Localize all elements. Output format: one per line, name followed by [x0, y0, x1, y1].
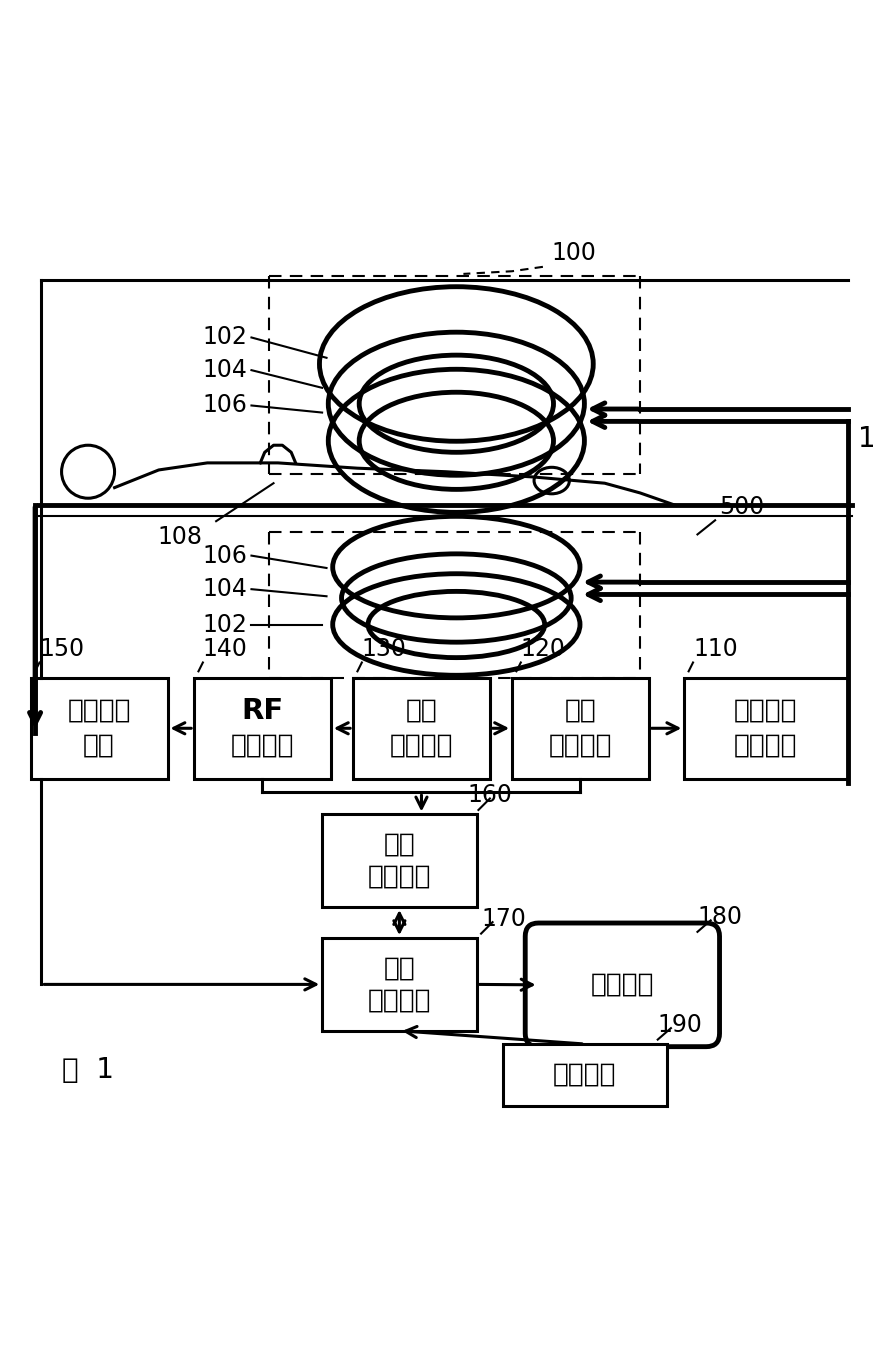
Text: 150: 150: [39, 637, 85, 661]
Text: 102: 102: [202, 325, 247, 350]
Text: 处理部分: 处理部分: [367, 988, 431, 1014]
Text: 驱动部分: 驱动部分: [548, 733, 612, 759]
Text: 130: 130: [362, 637, 406, 661]
FancyBboxPatch shape: [525, 923, 719, 1046]
Text: 500: 500: [719, 495, 764, 519]
Text: 102: 102: [202, 612, 247, 637]
Text: 操作部分: 操作部分: [552, 1062, 617, 1088]
Text: 104: 104: [202, 577, 247, 602]
Text: 190: 190: [658, 1014, 702, 1037]
Text: RF: RF: [241, 696, 283, 725]
Text: 110: 110: [692, 637, 738, 661]
Text: 驱动部分: 驱动部分: [231, 733, 294, 759]
Text: 数据: 数据: [383, 955, 415, 981]
Bar: [322, 938, 477, 1031]
Bar: [322, 814, 477, 906]
Text: 部分: 部分: [83, 733, 115, 759]
Text: 140: 140: [203, 637, 248, 661]
Text: 显示部分: 显示部分: [591, 972, 654, 997]
Text: 160: 160: [468, 783, 512, 808]
Text: 170: 170: [481, 906, 526, 931]
Text: 106: 106: [202, 543, 247, 568]
Bar: [353, 678, 490, 779]
Text: 控制部分: 控制部分: [367, 863, 431, 890]
Bar: [511, 678, 649, 779]
Text: 108: 108: [158, 524, 203, 549]
Bar: [503, 1043, 666, 1106]
Text: 104: 104: [202, 358, 247, 382]
Bar: [683, 678, 847, 779]
Text: 图  1: 图 1: [61, 1056, 113, 1084]
Bar: [30, 678, 168, 779]
Text: 序列: 序列: [383, 832, 415, 858]
Text: 调节部分: 调节部分: [733, 733, 797, 759]
Text: 梯度: 梯度: [405, 698, 437, 724]
Text: 100: 100: [552, 241, 596, 266]
Text: 120: 120: [520, 637, 566, 661]
Bar: [194, 678, 331, 779]
Text: 电流比率: 电流比率: [733, 698, 797, 724]
Text: 1: 1: [858, 425, 875, 453]
Text: 数据收集: 数据收集: [68, 698, 131, 724]
Text: 180: 180: [697, 905, 742, 930]
Text: 摇床: 摇床: [564, 698, 596, 724]
Text: 驱动部分: 驱动部分: [389, 733, 453, 759]
Text: 106: 106: [202, 393, 247, 417]
